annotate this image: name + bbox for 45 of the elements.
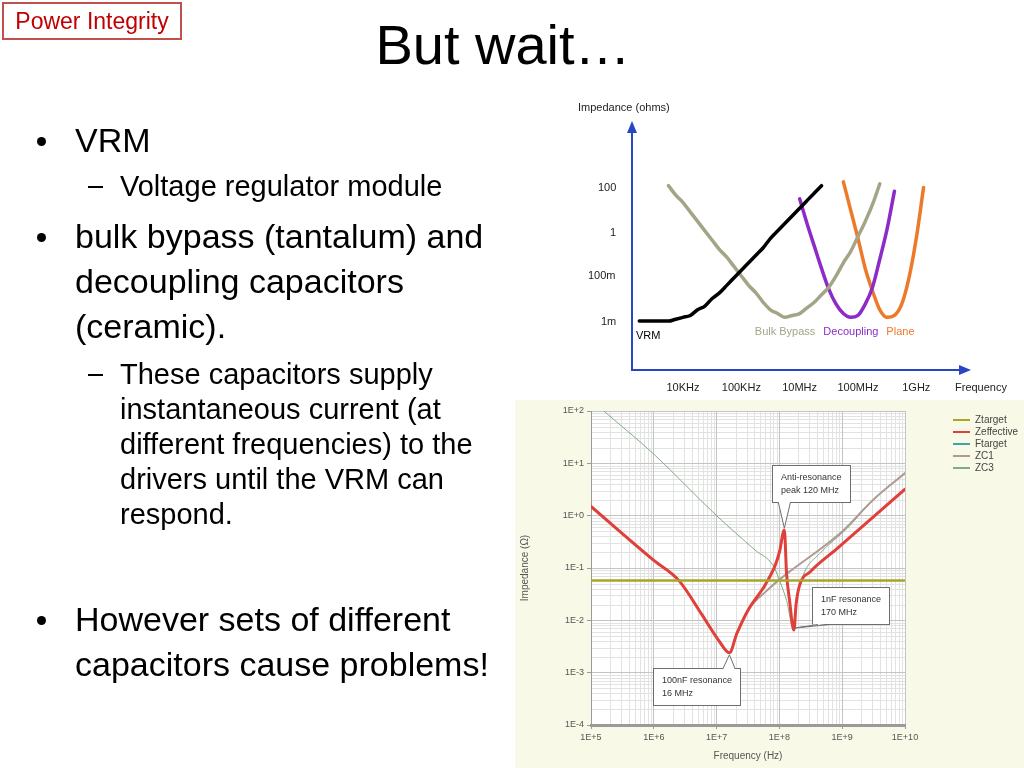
text: 100 [598, 181, 617, 195]
x-tick-label: 1E+5 [580, 731, 602, 742]
legend-label: ZC3 [975, 461, 995, 473]
y-axis-title: Impedance (Ω) [518, 534, 530, 602]
text: Voltage regulator module [120, 170, 443, 202]
legend-label: Ztarget [975, 413, 1007, 425]
x-tick-label: 1E+8 [768, 731, 791, 742]
text: 1m [601, 314, 617, 328]
text: However sets of different capacitors cause problems! [75, 600, 489, 683]
text: bulk bypass (tantalum) and decoupling capacitors (ceramic). [75, 217, 484, 345]
x-tick-label: 100MHz [837, 380, 879, 393]
y-tick-label: 1E+2 [562, 405, 584, 416]
text: These capacitors supply instantaneous current (at different frequencies) to the drivers until the VRM can respond. [120, 358, 473, 530]
y-tick-label: 1E-3 [564, 667, 584, 678]
legend-label: Zeffective [975, 425, 1019, 437]
legend-label: Ftarget [975, 437, 1007, 449]
text: Power Integrity [2, 2, 182, 40]
annotation: Anti-resonance peak 120 MHz [772, 465, 851, 503]
x-tick-label: 10KHz [666, 380, 700, 393]
series-label: Bulk Bypass [754, 325, 816, 338]
x-tick-label: 1E+10 [891, 731, 919, 742]
text: 100m [588, 268, 616, 282]
y-tick-label: 1E-2 [564, 614, 584, 625]
x-axis-title: Frequency (Hz) [713, 749, 783, 761]
x-tick-label: 1E+7 [705, 731, 728, 742]
x-tick-label: 1GHz [902, 380, 931, 393]
annotation: 100nF resonance 16 MHz [653, 668, 742, 706]
annotation: 1nF resonance 170 MHz [812, 587, 891, 625]
legend-label: ZC1 [975, 449, 995, 461]
x-tick-label: 1E+6 [643, 731, 665, 742]
series-label: Plane [886, 325, 915, 338]
y-tick-label: 1E+0 [562, 510, 584, 521]
y-tick-label: 1E+1 [562, 457, 584, 468]
series-label: VRM [636, 329, 661, 342]
x-tick-label: 1E+9 [831, 731, 853, 742]
x-tick-label: 10MHz [782, 380, 818, 393]
chart-title: But wait… [375, 13, 631, 76]
x-axis-title: Frequency [955, 380, 1008, 393]
text: 1 [610, 226, 617, 240]
y-tick-label: 1E-1 [564, 562, 584, 573]
x-tick-label: 100KHz [721, 380, 761, 393]
y-tick-label: 1E-4 [564, 719, 584, 730]
y-axis-title: Impedance (ohms) [578, 101, 670, 114]
text: VRM [75, 121, 151, 159]
series-label: Decoupling [823, 325, 879, 338]
